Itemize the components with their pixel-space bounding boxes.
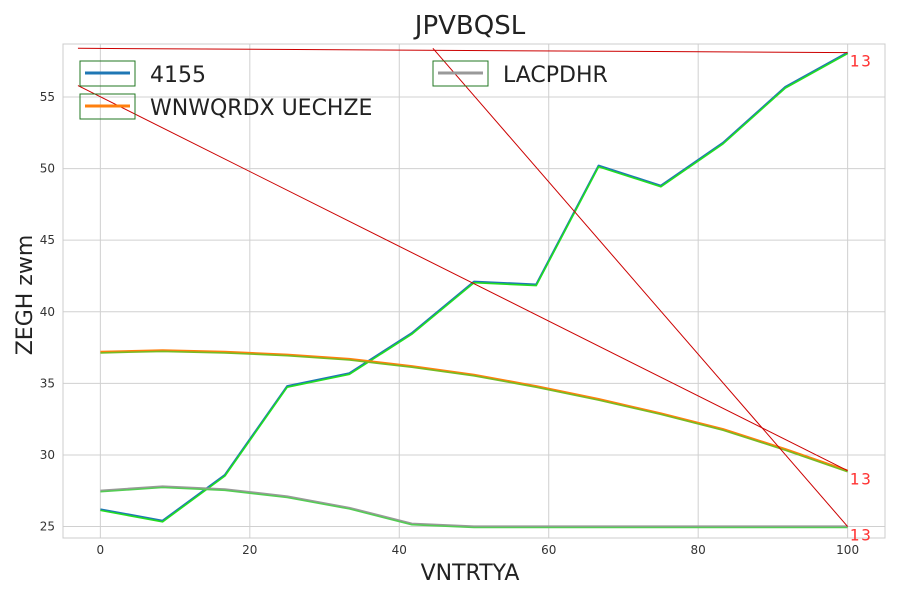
series-lines bbox=[100, 51, 849, 529]
grid-lines bbox=[63, 44, 885, 538]
series-line-3 bbox=[100, 485, 848, 528]
annotation-label-1: 13 bbox=[850, 52, 873, 71]
annotation-label-2: 13 bbox=[850, 470, 873, 489]
annotations: 13 13 13 bbox=[850, 52, 873, 545]
x-tick-label: 0 bbox=[97, 543, 105, 557]
legend-swatch-box-2 bbox=[79, 93, 136, 120]
y-tick-label: 30 bbox=[40, 448, 55, 462]
series-overlay-line-1 bbox=[100, 52, 848, 523]
legend-label-2: WNWQRDX UECHZE bbox=[150, 96, 372, 121]
y-axis-title: ZEGH zwm bbox=[13, 235, 38, 356]
x-tick-label: 60 bbox=[541, 543, 556, 557]
x-tick-label: 100 bbox=[836, 543, 859, 557]
legend-swatch-box-1 bbox=[79, 60, 136, 87]
axis-ticks: 25 30 35 40 45 50 55 0 20 40 60 80 100 bbox=[40, 90, 859, 557]
x-axis-title: VNTRTYA bbox=[421, 561, 520, 586]
chart-title: JPVBQSL bbox=[413, 11, 526, 41]
guide-lines bbox=[77, 47, 849, 527]
annotation-label-3: 13 bbox=[850, 526, 873, 545]
y-tick-label: 50 bbox=[40, 162, 55, 176]
guide-line-1 bbox=[77, 47, 848, 54]
series-line-2 bbox=[100, 349, 848, 472]
y-tick-label: 25 bbox=[40, 520, 55, 534]
x-tick-label: 80 bbox=[691, 543, 706, 557]
series-overlay-line-3 bbox=[100, 486, 848, 529]
series-overlay-line-2 bbox=[100, 350, 848, 473]
legend-swatch-box-3 bbox=[432, 60, 489, 87]
legend-label-3: LACPDHR bbox=[503, 63, 608, 88]
guide-line-3 bbox=[432, 47, 849, 527]
plot-area-frame bbox=[62, 43, 886, 539]
y-tick-label: 40 bbox=[40, 305, 55, 319]
y-tick-label: 35 bbox=[40, 376, 55, 390]
legend: 4155 WNWQRDX UECHZE LACPDHR bbox=[79, 60, 608, 121]
x-tick-label: 20 bbox=[242, 543, 257, 557]
y-tick-label: 45 bbox=[40, 233, 55, 247]
x-tick-label: 40 bbox=[392, 543, 407, 557]
guide-line-2 bbox=[77, 85, 848, 472]
legend-label-1: 4155 bbox=[150, 63, 206, 88]
y-tick-label: 55 bbox=[40, 90, 55, 104]
